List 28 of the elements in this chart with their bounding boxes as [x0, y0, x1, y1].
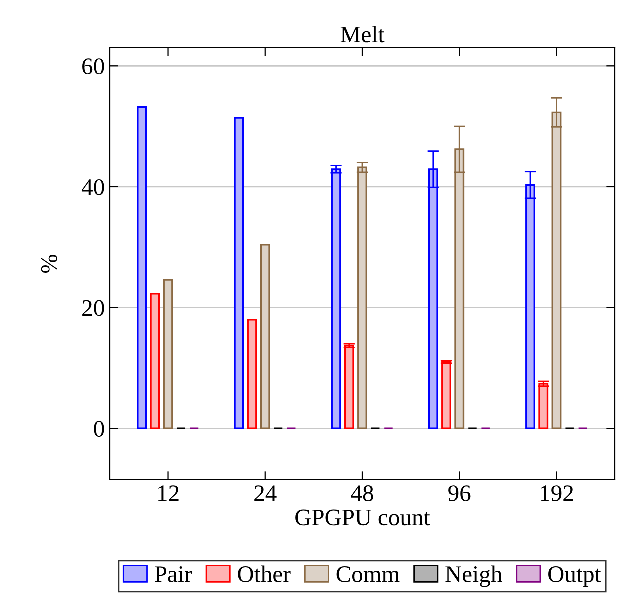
y-tick-label: 40 [82, 179, 104, 196]
bar [358, 166, 368, 430]
y-axis-title: % [41, 254, 58, 274]
x-tick-label: 24 [254, 486, 277, 502]
bar [150, 293, 160, 430]
bar [344, 345, 354, 430]
bar [247, 319, 258, 430]
bar [234, 117, 244, 430]
x-tick-label: 12 [158, 486, 179, 502]
chart-title: Melt [340, 26, 385, 43]
legend-label: Comm [336, 566, 400, 582]
bar [442, 361, 452, 430]
bar [137, 106, 148, 430]
bar [331, 168, 342, 430]
bar [538, 383, 549, 430]
x-tick-label: 48 [351, 486, 374, 502]
legend-label: Neigh [446, 566, 502, 588]
x-tick-label: 96 [448, 486, 471, 502]
y-tick-label: 0 [94, 421, 104, 438]
legend-label: Other [238, 566, 291, 582]
legend-label: Pair [155, 566, 192, 582]
y-tick-label: 20 [82, 300, 104, 316]
legend-label: Outpt [548, 566, 602, 588]
bar [163, 279, 174, 430]
x-tick-label: 192 [541, 486, 574, 502]
y-tick-label: 60 [82, 58, 104, 75]
x-axis-title: GPGPU count [296, 510, 430, 526]
bar [260, 244, 270, 430]
